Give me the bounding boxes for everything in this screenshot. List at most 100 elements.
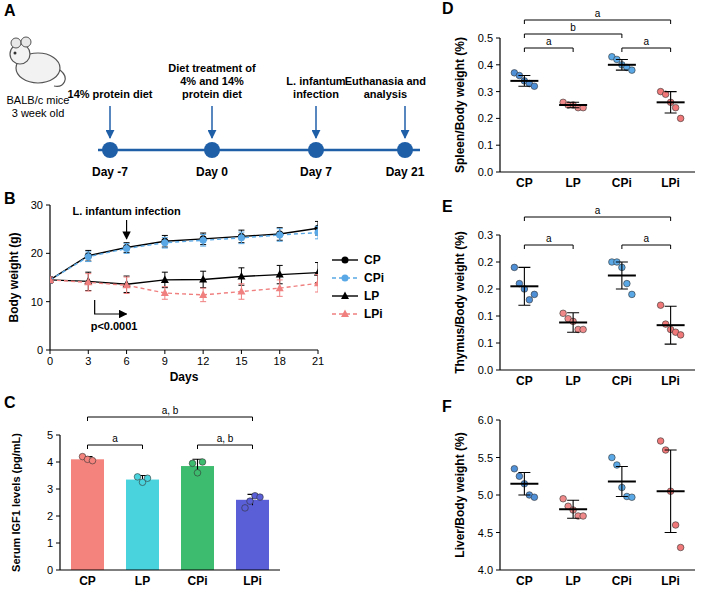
x-tick-label: LPi — [661, 374, 680, 388]
y-tick — [496, 91, 500, 92]
data-point — [609, 454, 616, 461]
data-point — [85, 252, 92, 259]
data-point — [629, 494, 636, 501]
y-tick — [46, 350, 50, 351]
data-point — [560, 495, 567, 502]
error-bar — [85, 272, 91, 290]
mean-line — [608, 275, 636, 277]
mean-line — [657, 101, 685, 103]
significance-bracket — [88, 417, 253, 421]
significance-label: a — [643, 233, 649, 244]
x-tick-label: 6 — [124, 355, 130, 367]
x-tick-label: CPi — [612, 374, 632, 388]
event-label: Diet treatment of4% and 14%protein diet — [168, 62, 256, 100]
y-tick — [46, 253, 50, 254]
data-point — [276, 270, 284, 278]
event-label: Euthanasia andanalysis — [345, 75, 426, 100]
x-tick-label: CP — [79, 574, 96, 588]
x-tick-label: CP — [516, 574, 533, 588]
data-point — [526, 297, 533, 304]
x-tick-label: CPi — [612, 574, 632, 588]
y-tick-label: 1 — [47, 537, 53, 549]
data-point — [657, 302, 664, 309]
error-bar — [238, 284, 244, 299]
data-point — [237, 272, 245, 280]
annotation-arrow — [95, 300, 127, 314]
data-point — [677, 332, 684, 339]
y-tick — [496, 145, 500, 146]
legend-item: LPi — [332, 307, 383, 321]
legend-label: CP — [364, 253, 381, 267]
day-label: Day 0 — [196, 165, 228, 179]
mean-line — [657, 490, 685, 492]
mean-line — [608, 64, 636, 66]
subject-text: BALB/c mice — [7, 94, 70, 106]
error-bar — [124, 277, 130, 293]
y-tick — [46, 205, 50, 206]
y-axis-line — [499, 38, 500, 172]
x-tick-label: 3 — [85, 355, 91, 367]
legend-label: LP — [364, 289, 379, 303]
error-bar — [200, 271, 206, 287]
significance-bracket — [622, 245, 671, 249]
error-bar — [124, 243, 130, 253]
plot-area — [510, 53, 684, 121]
event-label-line: infection — [293, 88, 339, 100]
y-axis-line — [499, 235, 500, 370]
plot-area — [510, 259, 684, 344]
y-tick-label: 4.0 — [478, 564, 493, 576]
timeline-line — [98, 149, 420, 152]
timeline-node — [397, 142, 413, 158]
mean-line — [510, 483, 538, 485]
error-bar — [162, 237, 168, 248]
x-axis-line — [500, 171, 695, 172]
significance-label: a — [595, 205, 601, 216]
mean-line — [510, 285, 538, 287]
x-axis-line — [50, 349, 318, 350]
data-point — [560, 310, 567, 317]
x-tick-label: 0 — [47, 355, 53, 367]
mean-line — [559, 508, 587, 510]
data-point — [237, 287, 245, 295]
error-bar — [238, 232, 244, 244]
y-tick-label: 0.0 — [478, 364, 493, 376]
data-point — [677, 115, 684, 122]
x-tick-label: CPi — [612, 176, 632, 190]
data-point — [242, 505, 249, 512]
y-tick-label: 5.5 — [478, 452, 493, 464]
data-point — [629, 67, 636, 74]
bar — [126, 480, 159, 570]
event-label-line: analysis — [364, 88, 407, 100]
data-point — [123, 245, 130, 252]
data-point — [144, 475, 151, 482]
y-tick-label: 0.1 — [478, 139, 493, 151]
y-tick — [496, 370, 500, 371]
data-point — [511, 465, 518, 472]
y-tick — [496, 235, 500, 236]
x-tick-label: CP — [516, 176, 533, 190]
error-bar — [238, 230, 244, 243]
day-label: Day 21 — [386, 165, 425, 179]
legend-item: CPi — [332, 271, 384, 285]
data-point — [672, 104, 679, 111]
significance-bracket — [198, 445, 253, 449]
x-tick-label: LP — [565, 176, 580, 190]
y-tick-label: 4.5 — [478, 527, 493, 539]
y-tick-label: 0.2 — [478, 112, 493, 124]
mouse-eye — [14, 52, 17, 55]
error-bar — [277, 228, 283, 241]
bar — [71, 459, 104, 570]
y-axis-title: Liver/Body weight (%) — [453, 432, 467, 557]
y-tick — [46, 301, 50, 302]
x-tick — [126, 350, 127, 354]
figure: ABALB/c mice3 week oldDay -714% protein … — [0, 0, 708, 605]
mean-line — [559, 321, 587, 323]
y-tick — [56, 516, 60, 517]
timeline-arrow — [404, 106, 406, 138]
data-point — [238, 234, 245, 241]
data-point — [134, 474, 141, 481]
x-axis-line — [500, 569, 695, 570]
x-tick — [279, 350, 280, 354]
panel-e: 0.00.10.10.20.20.3Thymus/Body weight (%)… — [453, 205, 695, 388]
y-tick — [56, 435, 60, 436]
